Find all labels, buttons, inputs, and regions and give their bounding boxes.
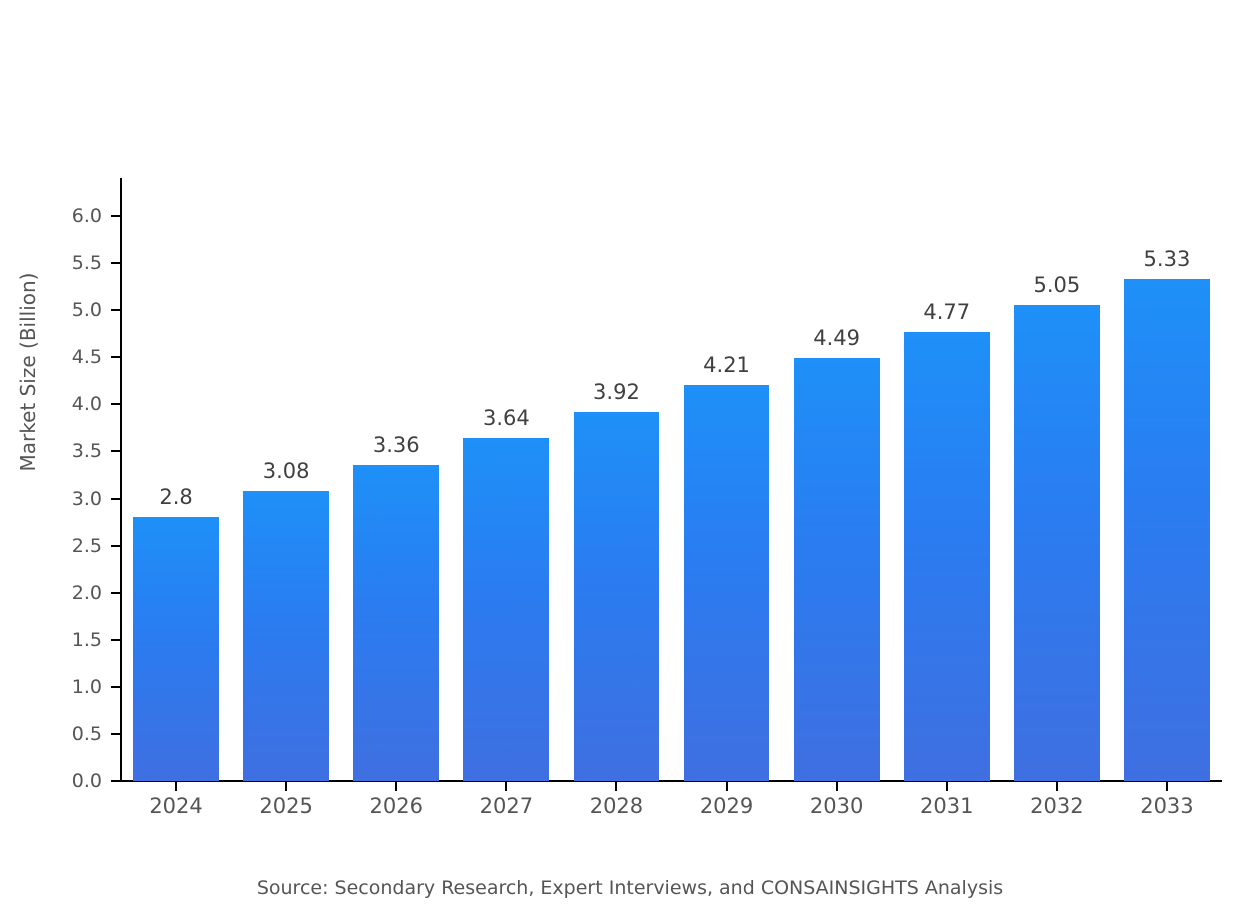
x-tick-mark [1055,782,1058,791]
y-tick-label: 5.0 [71,299,102,322]
x-tick-mark [725,782,728,791]
y-tick-mark [111,544,121,547]
x-tick-label: 2025 [259,794,313,818]
x-tick-label: 2024 [149,794,203,818]
bar-value-label: 2.8 [159,485,193,510]
x-tick-label: 2033 [1140,794,1194,818]
y-tick-mark [111,732,121,735]
y-tick-label: 2.0 [71,581,102,604]
y-axis-title: Market Size (Billion) [16,272,40,472]
y-tick-mark [111,215,121,217]
bar-value-label: 4.77 [923,299,971,324]
y-tick-label: 4.5 [71,346,102,369]
bar-value-label: 3.36 [372,432,420,457]
x-tick-label: 2027 [479,794,534,818]
y-tick-label: 3.0 [71,487,102,510]
bar-value-label: 4.21 [703,352,750,377]
bar[interactable] [903,331,990,781]
y-tick-mark [111,403,121,406]
y-tick-mark [111,638,121,641]
y-tick-label: 1.0 [71,675,102,698]
bar[interactable] [353,464,440,781]
x-tick-label: 2029 [699,794,754,818]
x-tick-label: 2026 [369,794,423,818]
x-tick-mark [615,782,618,791]
bar-value-label: 3.64 [482,406,530,431]
source-note: Source: Secondary Research, Expert Inter… [256,877,1004,899]
x-tick-mark [945,782,948,791]
x-tick-label: 2032 [1030,794,1084,818]
x-tick-label: 2031 [920,794,974,818]
bar-value-label: 3.08 [262,458,310,483]
y-tick-label: 3.5 [71,440,102,463]
y-axis-spine [120,178,122,782]
bar[interactable] [793,358,880,781]
bar-value-label: 5.33 [1143,247,1191,272]
bar[interactable] [243,490,330,781]
x-tick-label: 2030 [809,794,864,818]
y-tick-label: 2.5 [71,534,102,557]
bar-value-label: 5.05 [1033,273,1081,298]
y-tick-mark [111,591,121,594]
y-tick-label: 6.0 [71,205,102,227]
bar-value-label: 3.92 [593,379,640,404]
y-tick-mark [111,309,121,312]
y-tick-label: 1.5 [71,628,102,651]
x-tick-label: 2028 [589,794,644,818]
bar[interactable] [1124,279,1210,781]
y-tick-mark [111,262,121,265]
bar[interactable] [573,411,660,781]
x-tick-mark [505,782,508,791]
bar-value-label: 4.49 [813,326,861,351]
y-tick-label: 0.0 [71,770,102,792]
x-tick-mark [285,782,288,791]
bar[interactable] [133,517,219,781]
y-tick-mark [111,356,121,359]
y-tick-mark [111,497,121,500]
x-axis-spine [121,780,1222,782]
y-tick-label: 0.5 [71,722,102,745]
y-tick-mark [111,685,121,688]
x-tick-mark [395,782,398,791]
bar[interactable] [463,438,550,781]
x-tick-mark [1165,782,1168,791]
x-tick-mark [175,782,178,791]
bar[interactable] [683,384,770,781]
y-tick-mark [111,780,121,782]
x-tick-mark [835,782,838,791]
y-tick-label: 4.0 [71,393,102,416]
y-tick-label: 5.5 [71,252,102,275]
bar[interactable] [1013,305,1100,781]
y-tick-mark [111,450,121,453]
